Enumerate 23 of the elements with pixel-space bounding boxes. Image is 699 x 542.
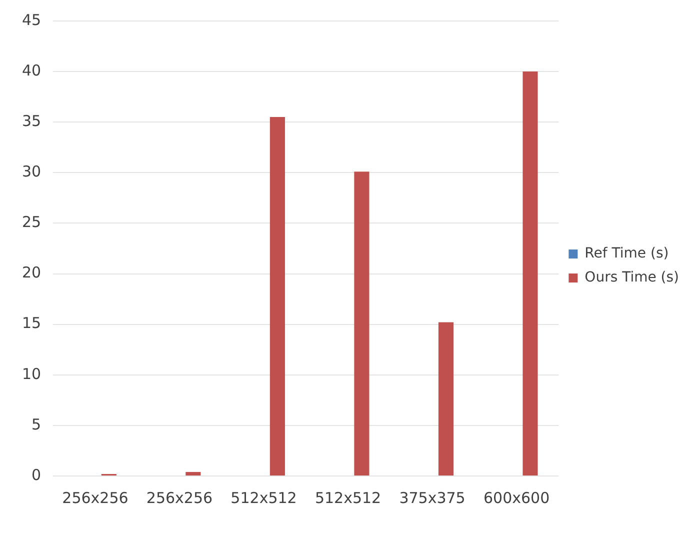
y-tick-label: 35	[22, 112, 42, 130]
legend-label: Ref Time (s)	[584, 246, 669, 262]
bar	[438, 322, 454, 476]
bar	[270, 117, 285, 476]
bar	[522, 72, 538, 476]
y-tick-label: 40	[22, 61, 42, 80]
x-tick-label: 600x600	[483, 488, 550, 507]
y-tick-label: 30	[22, 162, 42, 181]
x-tick-label: 256x256	[146, 488, 213, 507]
y-tick-label: 10	[22, 364, 42, 383]
x-tick-label: 256x256	[62, 488, 128, 507]
y-tick-label: 20	[22, 264, 42, 282]
x-tick-label: 512x512	[314, 488, 382, 507]
y-tick-label: 0	[32, 466, 42, 484]
legend-label: Ours Time (s)	[584, 270, 680, 286]
x-tick-label: 375x375	[399, 488, 466, 507]
y-tick-label: 15	[22, 314, 42, 332]
x-tick-label: 512x512	[230, 488, 297, 507]
y-tick-label: 25	[22, 213, 42, 232]
bar	[354, 172, 370, 476]
y-tick-label: 5	[32, 415, 42, 434]
y-tick-label: 45	[22, 10, 42, 29]
bar	[186, 472, 201, 476]
